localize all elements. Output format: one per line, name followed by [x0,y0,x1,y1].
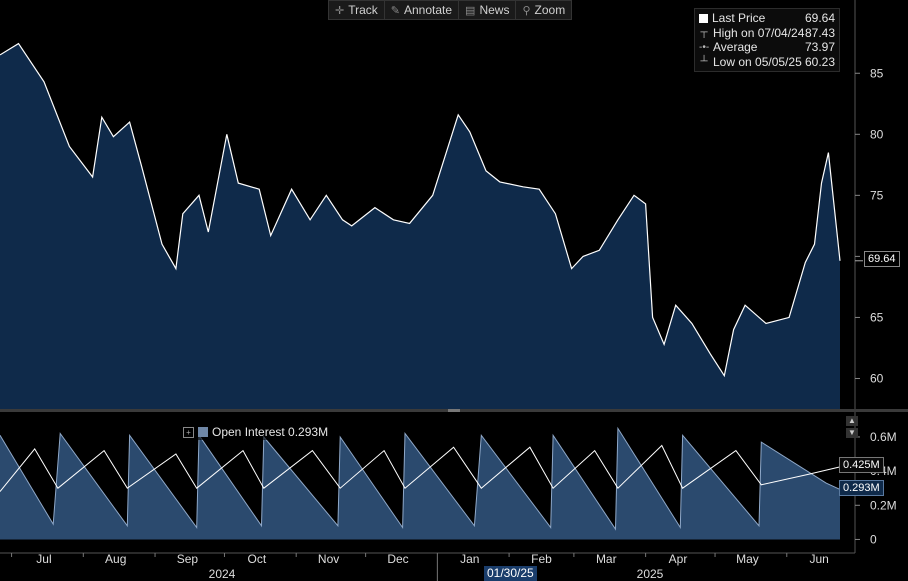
oi-color-swatch [198,427,208,437]
month-label-10: May [736,552,759,566]
square-icon [699,13,708,23]
magnifier-icon: ⚲ [522,4,531,17]
annotate-label: Annotate [404,3,453,17]
month-label-1: Aug [105,552,126,566]
price-area [0,43,840,409]
average-line-icon: -•- [699,41,710,53]
legend-last-label: Last Price [712,11,766,26]
low-marker-icon: ┴ [700,56,708,68]
oi-tick-label-0: 0.6M [870,430,897,444]
open-interest-legend: + Open Interest 0.293M [180,424,332,440]
expand-icon[interactable]: + [183,426,194,438]
month-label-6: Jan [460,552,479,566]
month-label-3: Oct [248,552,267,566]
legend-low-label: Low on 05/05/25 [713,54,802,69]
month-label-8: Mar [596,552,617,566]
open-interest-line [0,426,841,531]
price-legend: Last Price 69.64 ┬ High on 07/04/24 87.43… [694,8,840,72]
panel-resize-handle [448,409,460,412]
chart-toolbar: ✛ Track ✎ Annotate ▤ News ⚲ Zoom [328,0,573,20]
year-label-0: 2024 [209,567,236,581]
month-label-7: Feb [531,552,552,566]
last-price-tag: 69.64 [864,251,900,267]
legend-last-value: 69.64 [804,11,835,26]
zoom-button[interactable]: ⚲ Zoom [516,1,571,19]
oi-legend-label: Open Interest 0.293M [212,425,329,439]
legend-last: Last Price 69.64 [699,11,835,26]
month-label-9: Apr [669,552,688,566]
price-tick-label-5: 60 [870,371,884,385]
legend-low-value: 60.23 [804,54,835,69]
price-line [0,42,841,378]
track-label: Track [348,3,378,17]
zoom-label: Zoom [534,3,566,17]
open-interest-area [0,428,840,540]
oi-average-tag: 0.425M [839,457,884,473]
crosshair-date: 01/30/25 [484,566,537,581]
oi-last-tag: 0.293M [839,480,884,496]
oi-tick-label-3: 0 [870,532,877,546]
month-label-5: Dec [387,552,408,566]
month-label-0: Jul [36,552,51,566]
price-tick-label-4: 65 [870,310,884,324]
oi-tick-label-2: 0.2M [870,498,897,512]
news-button[interactable]: ▤ News [459,1,517,19]
news-icon: ▤ [465,4,476,17]
pencil-icon: ✎ [390,4,400,17]
price-tick-label-2: 75 [870,188,884,202]
month-label-4: Nov [318,552,339,566]
panel-down-arrow-icon[interactable]: ▼ [846,428,858,438]
price-tick-label-0: 85 [870,66,884,80]
news-label: News [479,3,510,17]
legend-low: ┴ Low on 05/05/25 60.23 [699,55,835,70]
legend-high: ┬ High on 07/04/24 87.43 [699,26,835,41]
crosshair-icon: ✛ [335,4,345,17]
track-button[interactable]: ✛ Track [329,1,385,19]
year-label-1: 2025 [637,567,664,581]
legend-high-label: High on 07/04/24 [713,25,805,40]
open-interest-average-line [0,444,841,492]
annotate-button[interactable]: ✎ Annotate [385,1,460,19]
price-tick-label-1: 80 [870,127,884,141]
month-label-11: Jun [809,552,828,566]
high-marker-icon: ┬ [700,27,708,39]
legend-average: -•- Average 73.97 [699,40,835,55]
month-label-2: Sep [177,552,199,566]
panel-up-arrow-icon[interactable]: ▲ [846,416,858,426]
legend-high-value: 87.43 [804,25,835,40]
legend-avg-label: Average [713,40,758,55]
legend-avg-value: 73.97 [804,40,835,55]
